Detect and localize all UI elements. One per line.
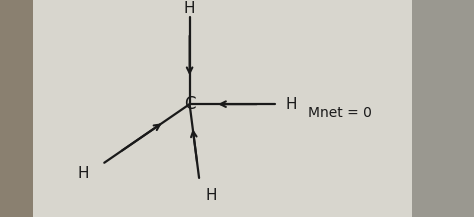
FancyBboxPatch shape xyxy=(412,0,474,217)
Text: H: H xyxy=(286,97,297,112)
Text: H: H xyxy=(205,188,217,203)
FancyBboxPatch shape xyxy=(33,0,412,217)
Text: H: H xyxy=(184,1,195,16)
Text: Mnet = 0: Mnet = 0 xyxy=(308,106,372,120)
Text: C: C xyxy=(184,95,195,113)
Text: H: H xyxy=(77,166,89,181)
